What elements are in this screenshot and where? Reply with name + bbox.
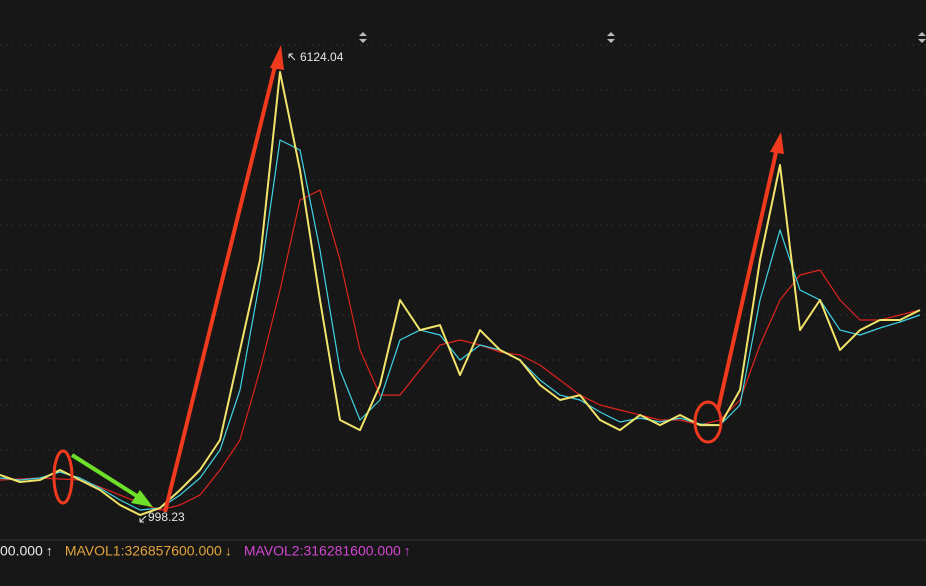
pointer-glyph: [139, 515, 147, 523]
indicator-arrow: ↑: [46, 543, 53, 559]
indicator-value: 00.000: [0, 543, 43, 559]
rise-arrow: [716, 147, 779, 411]
indicator-arrow: ↑: [404, 543, 411, 559]
scroll-markers: [359, 32, 926, 43]
series-line: [0, 71, 921, 516]
indicator-bar: 00.000 ↑ MAVOL1:326857600.000 ↓ MAVOL2:31628…: [0, 543, 411, 559]
high-label: 6124.04: [300, 50, 344, 64]
decor-grid: [0, 44, 926, 496]
plot-area: [0, 71, 921, 516]
arrow-head: [770, 132, 784, 154]
rise-arrow: [163, 61, 278, 513]
circle-mark: [52, 449, 74, 505]
arrow-head: [131, 490, 153, 507]
indicator-arrow: ↓: [225, 543, 232, 559]
annotations: 6124.04 998.23: [52, 45, 784, 524]
arrow-head: [270, 45, 284, 70]
series-line: [0, 139, 921, 511]
indicator-value: MAVOL1:326857600.000: [65, 543, 222, 559]
circle-mark: [693, 400, 723, 444]
series-line: [0, 189, 921, 511]
indicator-value: MAVOL2:316281600.000: [244, 543, 401, 559]
pointer-glyph: [288, 53, 296, 61]
low-label: 998.23: [148, 510, 185, 524]
fall-arrow: [70, 453, 142, 500]
